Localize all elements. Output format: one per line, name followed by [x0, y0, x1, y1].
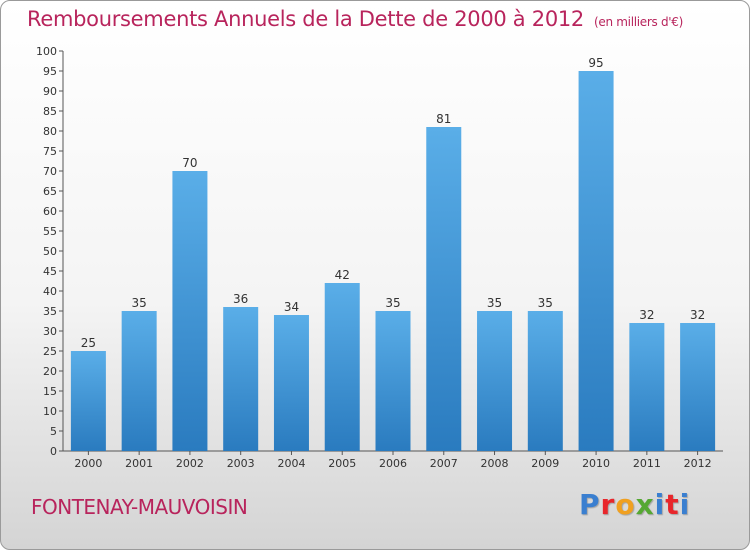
y-tick-label: 10: [43, 405, 57, 418]
chart-title: Remboursements Annuels de la Dette de 20…: [27, 7, 683, 31]
x-tick-label: 2008: [481, 457, 509, 470]
x-tick-label: 2005: [328, 457, 356, 470]
brand-letter: t: [665, 488, 680, 521]
brand-letter: i: [654, 488, 666, 521]
commune-name: FONTENAY-MAUVOISIN: [31, 495, 248, 519]
y-tick-label: 45: [43, 265, 57, 278]
data-label: 36: [233, 292, 248, 306]
y-tick-label: 30: [43, 325, 57, 338]
chart-unit: (en milliers d'€): [594, 15, 684, 29]
y-tick-label: 25: [43, 345, 57, 358]
y-tick-label: 75: [43, 145, 57, 158]
data-label: 35: [487, 296, 502, 310]
y-tick-label: 100: [36, 45, 57, 58]
y-tick-label: 95: [43, 65, 57, 78]
data-label: 34: [284, 300, 299, 314]
bar: [70, 351, 106, 451]
y-tick-label: 65: [43, 185, 57, 198]
chart-title-text: Remboursements Annuels de la Dette de 20…: [27, 7, 584, 31]
x-tick-label: 2010: [582, 457, 610, 470]
data-label: 35: [538, 296, 553, 310]
y-tick-label: 0: [50, 445, 57, 458]
data-label: 35: [385, 296, 400, 310]
y-tick-label: 20: [43, 365, 57, 378]
data-label: 42: [335, 268, 350, 282]
bar: [121, 311, 157, 451]
x-tick-label: 2000: [74, 457, 102, 470]
labels: 0 5 10 15 20 25 30 35 40 45 50 55 60 65 70 75 80 85 90 95 10…: [36, 45, 712, 470]
y-tick-label: 5: [50, 425, 57, 438]
bar: [375, 311, 411, 451]
x-tick-label: 2006: [379, 457, 407, 470]
brand-letter: r: [600, 488, 616, 521]
y-tick-label: 50: [43, 245, 57, 258]
x-tick-label: 2003: [227, 457, 255, 470]
bar: [223, 307, 259, 451]
data-label: 25: [81, 336, 96, 350]
y-tick-label: 55: [43, 225, 57, 238]
x-tick-label: 2001: [125, 457, 153, 470]
x-tick-label: 2004: [277, 457, 305, 470]
x-tick-label: 2009: [531, 457, 559, 470]
bar: [680, 323, 716, 451]
y-tick-label: 35: [43, 305, 57, 318]
x-tick-label: 2011: [633, 457, 661, 470]
bar: [477, 311, 513, 451]
bar: [324, 283, 360, 451]
brand-letter: i: [679, 488, 691, 521]
bar: [172, 171, 208, 451]
y-tick-label: 70: [43, 165, 57, 178]
bar: [629, 323, 665, 451]
data-label: 70: [182, 156, 197, 170]
y-tick-label: 60: [43, 205, 57, 218]
bar: [578, 71, 614, 451]
brand-letter: x: [635, 488, 655, 521]
data-label: 32: [639, 308, 654, 322]
bar: [527, 311, 563, 451]
data-label: 81: [436, 112, 451, 126]
y-tick-label: 15: [43, 385, 57, 398]
bars: [70, 71, 716, 451]
bar: [273, 315, 309, 451]
y-tick-label: 85: [43, 105, 57, 118]
brand-letter: P: [579, 488, 601, 521]
bar: [426, 127, 462, 451]
y-tick-label: 40: [43, 285, 57, 298]
y-tick-label: 80: [43, 125, 57, 138]
x-tick-label: 2012: [684, 457, 712, 470]
brand-letter: o: [615, 488, 636, 521]
data-label: 35: [132, 296, 147, 310]
y-tick-label: 90: [43, 85, 57, 98]
data-label: 32: [690, 308, 705, 322]
data-label: 95: [588, 56, 603, 70]
brand-logo: Proxiti: [579, 488, 690, 521]
x-tick-label: 2002: [176, 457, 204, 470]
x-tick-label: 2007: [430, 457, 458, 470]
